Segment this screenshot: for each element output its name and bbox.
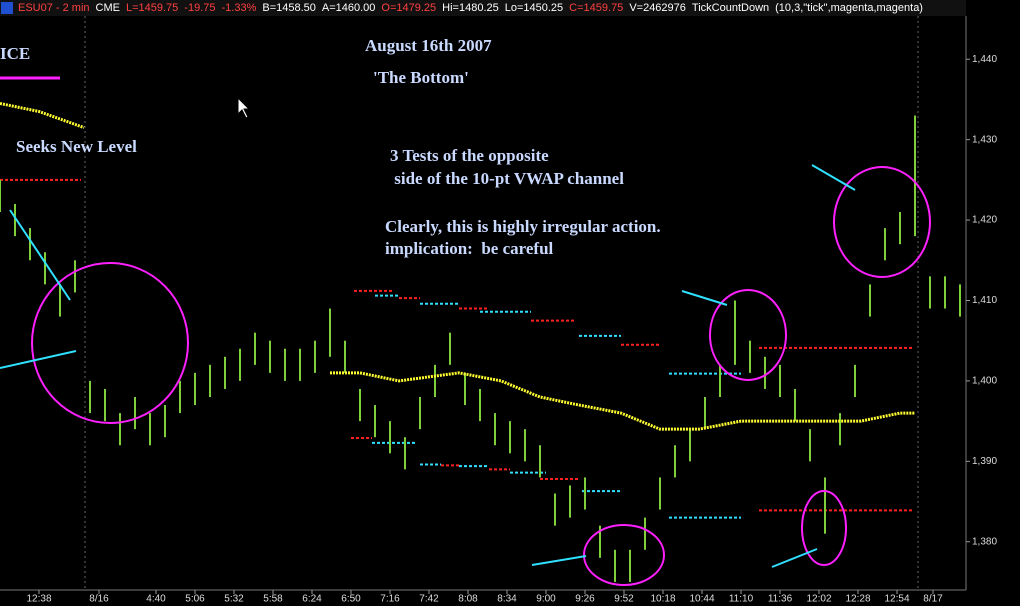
header-bar [0,0,966,16]
x-tick-label: 12:54 [884,594,909,605]
header-item: ESU07 - 2 min [18,2,90,14]
y-tick-label: 1,400 [972,376,997,387]
header-item: CME [96,2,120,14]
header-item: L=1459.75 [126,2,178,14]
annotation: Clearly, this is highly irregular action… [385,217,661,236]
trend-line [531,555,587,566]
header: ESU07 - 2 min CME L=1459.75 -19.75 -1.33% B=1… [18,2,923,14]
x-tick-label: 9:00 [536,594,556,605]
annotation-shapes [0,76,931,586]
header-item: Lo=1450.25 [505,2,563,14]
x-tick-label: 4:40 [146,594,166,605]
header-item: C=1459.75 [569,2,623,14]
trend-line [771,548,818,568]
circle [833,166,931,278]
header-item: Hi=1480.25 [442,2,499,14]
header-item: A=1460.00 [322,2,376,14]
x-tick-label: 8/17 [923,594,943,605]
x-tick-label: 12:02 [806,594,831,605]
annotation: 3 Tests of the opposite [390,146,549,165]
y-tick-label: 1,410 [972,295,997,306]
y-tick-label: 1,440 [972,54,997,65]
header-item: B=1458.50 [262,2,316,14]
annotation: side of the 10-pt VWAP channel [390,169,624,188]
trend-line [681,290,728,306]
annotation: implication: be careful [385,239,554,258]
x-tick-label: 8:08 [458,594,478,605]
x-tick-label: 9:26 [575,594,595,605]
x-tick-label: 12:28 [845,594,870,605]
header-icon [1,2,13,14]
annotation: 'The Bottom' [373,68,469,87]
cursor [237,96,251,119]
y-tick-label: 1,420 [972,215,997,226]
x-tick-label: 7:16 [380,594,400,605]
header-item: -19.75 [184,2,215,14]
y-tick-label: 1,430 [972,134,997,145]
x-tick-label: 8:34 [497,594,517,605]
x-tick-label: 9:52 [614,594,634,605]
trend-line [0,350,77,369]
circle [583,524,665,586]
header-item: (10,3,"tick",magenta,magenta) [775,2,923,14]
x-tick-label: 5:06 [185,594,205,605]
annotation: ICE [0,44,30,63]
annotation: Seeks New Level [16,137,137,156]
header-item: O=1479.25 [381,2,436,14]
y-tick-label: 1,390 [972,456,997,467]
x-tick-label: 5:32 [224,594,244,605]
x-tick-label: 11:36 [768,594,793,605]
x-tick-label: 10:18 [650,594,675,605]
x-tick-label: 6:50 [341,594,361,605]
header-item: V=2462976 [629,2,686,14]
header-item: -1.33% [222,2,257,14]
y-tick-label: 1,380 [972,536,997,547]
circle [801,490,847,566]
x-tick-label: 12:38 [26,594,51,605]
x-tick-label: 6:24 [302,594,322,605]
header-item: TickCountDown [692,2,769,14]
vwap-line [0,101,915,431]
x-tick-label: 10:44 [689,594,714,605]
trend-line [811,164,856,191]
x-tick-label: 7:42 [419,594,439,605]
x-tick-label: 8/16 [89,594,109,605]
trend-line [9,209,71,301]
annotation: August 16th 2007 [365,36,492,55]
circle [709,289,787,381]
circle [31,262,189,424]
x-tick-label: 11:10 [729,594,754,605]
x-tick-label: 5:58 [263,594,283,605]
